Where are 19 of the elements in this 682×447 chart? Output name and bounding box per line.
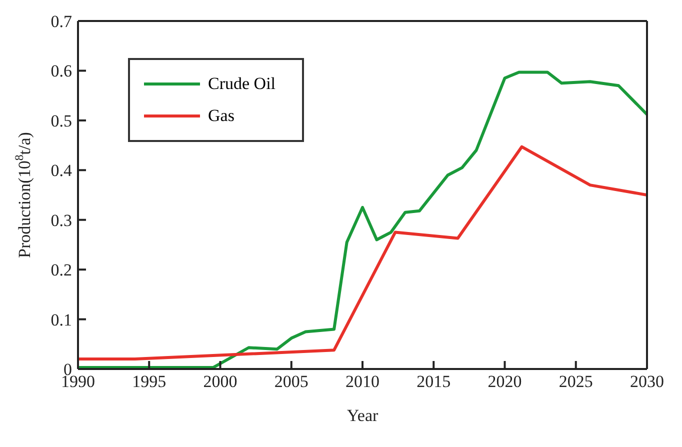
x-tick-label: 2005: [274, 372, 308, 392]
x-tick-label: 2000: [203, 372, 238, 392]
line-series: [78, 145, 647, 361]
y-tick-label: 0.7: [50, 12, 72, 32]
y-tick-label: 0.3: [50, 210, 72, 230]
y-tick-label: 0.6: [50, 62, 72, 81]
y-tick-label: 0.1: [50, 310, 72, 330]
x-axis-title: Year: [346, 406, 378, 425]
legend-label: Gas: [208, 106, 234, 126]
x-tick-label: 2010: [346, 372, 380, 392]
y-tick-label: 0.4: [50, 161, 72, 180]
y-tick-label: 0.2: [50, 260, 72, 280]
y-tick-label: 0.5: [50, 111, 72, 130]
x-tick-label: 2030: [630, 372, 664, 392]
x-tick-label: 1995: [132, 372, 166, 392]
x-tick-label: 2015: [416, 372, 451, 392]
x-tick-label: 2025: [558, 372, 593, 392]
legend-label: Crude Oil: [208, 74, 276, 94]
x-tick-label: 2020: [488, 372, 522, 392]
